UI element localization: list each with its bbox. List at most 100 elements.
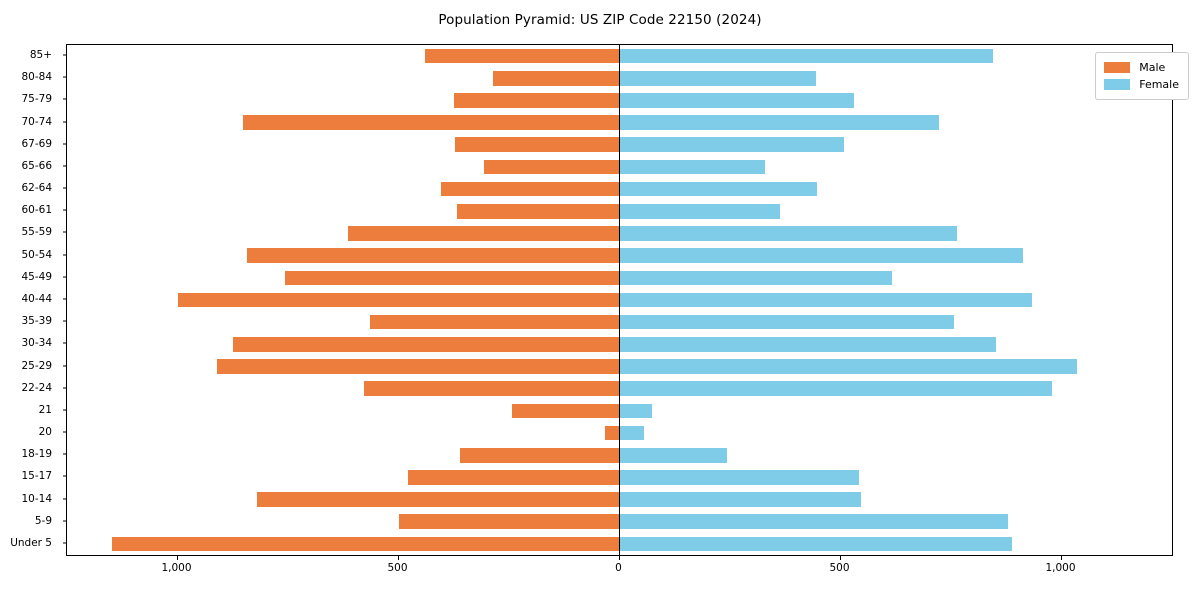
y-tick-label: 65-66 bbox=[21, 159, 52, 172]
bar-male-30-34[interactable] bbox=[232, 337, 620, 352]
bar-male-62-64[interactable] bbox=[440, 181, 620, 197]
bar-row bbox=[67, 337, 1172, 352]
y-tick-mark bbox=[62, 54, 66, 56]
bar-female-10-14[interactable] bbox=[619, 492, 861, 507]
y-tick-label: 67-69 bbox=[21, 137, 52, 150]
y-tick-mark bbox=[62, 165, 66, 167]
y-tick-mark bbox=[62, 187, 66, 189]
bar-male-18-19[interactable] bbox=[460, 447, 620, 463]
y-tick-mark bbox=[62, 498, 66, 500]
bar-female-15-17[interactable] bbox=[619, 470, 860, 485]
legend-entry-female[interactable]: Female bbox=[1104, 76, 1179, 93]
y-tick-label: 62-64 bbox=[21, 182, 52, 195]
bar-male-10-14[interactable] bbox=[257, 492, 620, 507]
legend-label: Male bbox=[1139, 61, 1166, 74]
bar-female-60-61[interactable] bbox=[619, 203, 781, 219]
chart-legend: Male Female bbox=[1095, 52, 1189, 100]
x-tick-label: 500 bbox=[829, 562, 850, 574]
x-tick-label: 1,000 bbox=[1045, 562, 1076, 574]
bar-female-70-74[interactable] bbox=[619, 115, 939, 130]
bar-female-20[interactable] bbox=[619, 425, 645, 441]
x-tick-mark bbox=[1060, 556, 1062, 560]
bar-male-60-61[interactable] bbox=[457, 203, 620, 219]
bar-row bbox=[67, 492, 1172, 507]
bar-female-18-19[interactable] bbox=[619, 447, 728, 463]
y-tick-label: 20 bbox=[38, 426, 52, 439]
bar-female-25-29[interactable] bbox=[619, 359, 1077, 374]
bar-row bbox=[67, 381, 1172, 396]
bar-male-67-69[interactable] bbox=[455, 137, 620, 153]
bar-male-40-44[interactable] bbox=[178, 292, 620, 308]
y-tick-mark bbox=[62, 143, 66, 145]
bar-male-55-59[interactable] bbox=[347, 226, 620, 241]
bar-male-65-66[interactable] bbox=[484, 159, 620, 175]
bar-female-35-39[interactable] bbox=[619, 314, 954, 330]
bar-female-5-9[interactable] bbox=[619, 514, 1008, 530]
bar-male-under-5[interactable] bbox=[112, 536, 620, 552]
bar-female-80-84[interactable] bbox=[619, 70, 817, 86]
bar-female-65-66[interactable] bbox=[619, 159, 766, 175]
y-tick-mark bbox=[62, 542, 66, 544]
bar-row bbox=[67, 115, 1172, 130]
y-tick-mark bbox=[62, 431, 66, 433]
x-tick-mark bbox=[176, 556, 178, 560]
y-tick-mark bbox=[62, 342, 66, 344]
y-tick-label: 30-34 bbox=[21, 337, 52, 350]
legend-entry-male[interactable]: Male bbox=[1104, 59, 1179, 76]
bar-female-under-5[interactable] bbox=[619, 536, 1013, 552]
bar-row bbox=[67, 137, 1172, 153]
bar-male-50-54[interactable] bbox=[246, 248, 620, 263]
bar-male-20[interactable] bbox=[605, 425, 620, 441]
bar-female-40-44[interactable] bbox=[619, 292, 1032, 308]
bar-female-30-34[interactable] bbox=[619, 337, 997, 352]
bar-male-70-74[interactable] bbox=[242, 115, 620, 130]
y-axis-labels: 85+ 80-84 75-79 70-74 67-69 65-66 62-64 60-61 55… bbox=[0, 44, 60, 556]
bar-female-67-69[interactable] bbox=[619, 137, 844, 153]
bar-male-35-39[interactable] bbox=[369, 314, 620, 330]
y-tick-mark bbox=[62, 387, 66, 389]
y-tick-label: 85+ bbox=[29, 49, 52, 62]
legend-label: Female bbox=[1139, 78, 1179, 91]
bar-row bbox=[67, 270, 1172, 286]
bar-male-5-9[interactable] bbox=[398, 514, 620, 530]
y-tick-mark bbox=[62, 298, 66, 300]
y-tick-label: 60-61 bbox=[21, 204, 52, 217]
y-tick-label: 55-59 bbox=[21, 226, 52, 239]
bar-female-22-24[interactable] bbox=[619, 381, 1052, 396]
y-tick-label: 50-54 bbox=[21, 248, 52, 261]
bar-male-21[interactable] bbox=[512, 403, 620, 419]
y-tick-mark bbox=[62, 453, 66, 455]
bar-female-75-79[interactable] bbox=[619, 93, 855, 108]
bar-female-45-49[interactable] bbox=[619, 270, 893, 286]
bar-female-50-54[interactable] bbox=[619, 248, 1023, 263]
y-tick-label: 75-79 bbox=[21, 93, 52, 106]
bar-male-75-79[interactable] bbox=[453, 93, 620, 108]
bar-row bbox=[67, 226, 1172, 241]
bar-row bbox=[67, 536, 1172, 552]
bar-female-55-59[interactable] bbox=[619, 226, 957, 241]
y-tick-label: 21 bbox=[38, 403, 52, 416]
bar-row bbox=[67, 314, 1172, 330]
bar-male-85-[interactable] bbox=[424, 48, 620, 64]
x-tick-label: 0 bbox=[615, 562, 622, 574]
y-tick-mark bbox=[62, 409, 66, 411]
y-tick-mark bbox=[62, 475, 66, 477]
bar-female-21[interactable] bbox=[619, 403, 652, 419]
bar-row bbox=[67, 470, 1172, 485]
bar-male-45-49[interactable] bbox=[284, 270, 620, 286]
bar-male-25-29[interactable] bbox=[217, 359, 620, 374]
bar-female-85-[interactable] bbox=[619, 48, 993, 64]
y-tick-label: 35-39 bbox=[21, 315, 52, 328]
y-tick-label: 70-74 bbox=[21, 115, 52, 128]
bar-male-80-84[interactable] bbox=[492, 70, 620, 86]
bar-female-62-64[interactable] bbox=[619, 181, 818, 197]
y-tick-mark bbox=[62, 320, 66, 322]
bar-male-15-17[interactable] bbox=[407, 470, 620, 485]
y-tick-label: 15-17 bbox=[21, 470, 52, 483]
y-tick-label: 22-24 bbox=[21, 381, 52, 394]
x-tick-mark bbox=[397, 556, 399, 560]
x-tick-label: 500 bbox=[387, 562, 408, 574]
bar-male-22-24[interactable] bbox=[364, 381, 620, 396]
bar-row bbox=[67, 292, 1172, 308]
